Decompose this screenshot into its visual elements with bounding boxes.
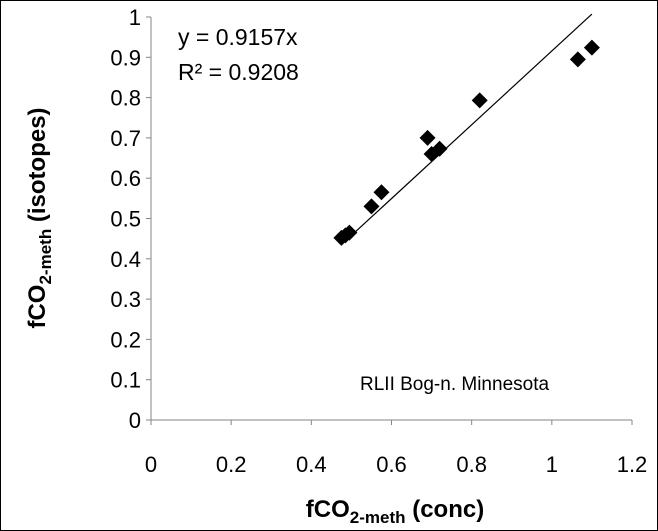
data-point-diamond [471,92,488,109]
y-tick-label: 0.2 [110,327,141,352]
trendline-layer [351,13,593,236]
x-axis-title-base: fCO [306,496,350,523]
trendline [351,13,593,236]
y-tick-label: 0.8 [110,86,141,111]
y-tick-label: 0.1 [110,368,141,393]
y-axis-title: fCO2-meth (isotopes) [24,107,55,328]
y-tick-label: 0.6 [110,166,141,191]
data-point-diamond [583,39,600,56]
r-squared-label: R² = 0.9208 [178,59,299,85]
x-tick-label: 0.6 [376,452,407,477]
y-axis-title-base: fCO [24,285,51,329]
data-point-diamond [373,184,390,201]
x-axis-title-sub: 2-meth [350,508,406,527]
x-tick-labels: 0 0.2 0.4 0.6 0.8 1 1.2 [145,452,647,477]
x-tick-label: 1 [546,452,558,477]
x-tick-label: 0.8 [456,452,487,477]
data-point-diamond [569,51,586,68]
y-tick-label: 0 [129,408,141,433]
y-tick-labels: 0 0.1 0.2 0.3 0.4 0.5 0.6 0.7 0.8 0.9 1 [110,5,141,433]
axes [146,16,633,425]
data-point-diamond [431,140,448,157]
data-point-diamond [363,198,380,215]
site-label: RLII Bog-n. Minnesota [360,374,549,395]
y-tick-label: 0.4 [110,247,141,272]
y-tick-label: 0.3 [110,287,141,312]
data-point-diamond [341,224,358,241]
y-axis-title-suffix: (isotopes) [24,107,51,228]
x-tick-label: 0 [145,452,157,477]
y-axis-title-sub: 2-meth [36,229,55,285]
y-tick-label: 0.7 [110,126,141,151]
x-axis-title-suffix: (conc) [406,496,485,523]
x-axis-title: fCO2-meth (conc) [306,496,484,527]
data-points [333,39,600,246]
data-point-diamond [419,129,436,146]
y-tick-label: 0.5 [110,207,141,232]
x-tick-label: 1.2 [617,452,648,477]
equation-label: y = 0.9157x [178,24,298,50]
x-tick-label: 0.4 [296,452,327,477]
y-tick-label: 1 [129,5,141,30]
y-tick-label: 0.9 [110,45,141,70]
x-tick-label: 0.2 [216,452,247,477]
